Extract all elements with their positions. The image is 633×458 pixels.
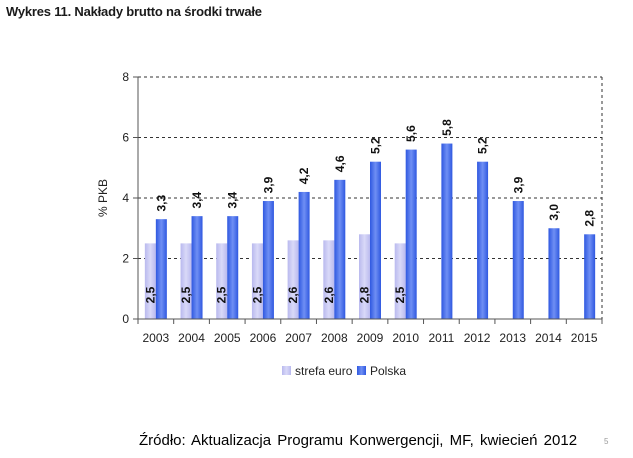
bar-strefa-euro — [323, 240, 335, 319]
legend-label: strefa euro — [295, 364, 353, 378]
bar-strefa-euro — [144, 243, 156, 319]
data-label: 2,8 — [583, 210, 597, 227]
data-label: 2,6 — [322, 286, 336, 303]
data-label: 2,8 — [358, 286, 372, 303]
data-label: 2,5 — [250, 286, 264, 303]
bar-polska — [441, 143, 453, 319]
x-tick-label: 2009 — [357, 331, 384, 345]
data-label: 2,6 — [286, 286, 300, 303]
data-label: 2,5 — [215, 286, 229, 303]
x-tick-label: 2013 — [499, 331, 526, 345]
x-tick-label: 2012 — [464, 331, 491, 345]
bar-strefa-euro — [251, 243, 263, 319]
x-tick-label: 2015 — [571, 331, 598, 345]
x-tick-label: 2011 — [428, 331, 454, 345]
page-number: 5 — [604, 437, 609, 446]
chart-title: Wykres 11. Nakłady brutto na środki trwa… — [6, 4, 262, 19]
data-label: 2,5 — [179, 286, 193, 303]
data-label: 3,0 — [547, 204, 561, 221]
data-label: 3,4 — [226, 191, 240, 208]
data-label: 5,2 — [369, 137, 383, 154]
y-axis-label: % PKB — [96, 179, 110, 217]
bar-polska — [298, 191, 310, 319]
bar-polska — [334, 179, 346, 319]
data-label: 3,4 — [190, 191, 204, 208]
bar-polska — [584, 234, 596, 319]
y-tick-label: 2 — [122, 252, 129, 266]
x-tick-label: 2003 — [142, 331, 169, 345]
bar-strefa-euro — [394, 243, 406, 319]
data-label: 3,3 — [154, 195, 168, 212]
bar-strefa-euro — [216, 243, 228, 319]
bar-polska — [155, 219, 167, 319]
bar-polska — [477, 161, 489, 319]
bar-strefa-euro — [359, 234, 370, 319]
bar-polska — [548, 228, 560, 319]
legend-swatch — [357, 366, 366, 375]
bar-polska — [227, 216, 239, 319]
data-label: 3,9 — [511, 176, 525, 193]
bar-polska — [512, 201, 524, 319]
x-tick-label: 2010 — [392, 331, 419, 345]
bar-strefa-euro — [287, 240, 299, 319]
data-label: 5,8 — [440, 119, 454, 136]
x-tick-label: 2014 — [535, 331, 562, 345]
data-label: 5,2 — [476, 137, 490, 154]
bar-polska — [191, 216, 203, 319]
source-note: Źródło: Aktualizacja Programu Konwergenc… — [139, 432, 578, 449]
data-label: 4,2 — [297, 167, 311, 184]
x-tick-label: 2007 — [285, 331, 312, 345]
x-tick-label: 2006 — [250, 331, 277, 345]
x-tick-label: 2004 — [178, 331, 205, 345]
x-tick-label: 2005 — [214, 331, 241, 345]
bar-strefa-euro — [180, 243, 192, 319]
bar-polska — [262, 201, 274, 319]
y-tick-label: 8 — [122, 70, 129, 84]
legend-swatch — [282, 366, 291, 375]
data-label: 2,5 — [143, 286, 157, 303]
data-label: 5,6 — [404, 125, 418, 142]
data-label: 2,5 — [393, 286, 407, 303]
y-tick-label: 4 — [122, 191, 129, 205]
legend-label: Polska — [370, 364, 406, 378]
bar-polska — [370, 161, 381, 319]
bar-polska — [405, 149, 417, 319]
data-label: 3,9 — [261, 176, 275, 193]
y-tick-label: 6 — [122, 131, 129, 145]
data-label: 4,6 — [333, 155, 347, 172]
y-tick-label: 0 — [122, 312, 129, 326]
bar-chart: 2,5 2,5 2,5 2,5 2,6 2,6 2,8 2,5 3,3 3,4 3,4 3,9 4,2 4… — [96, 70, 603, 378]
x-tick-label: 2008 — [321, 331, 348, 345]
